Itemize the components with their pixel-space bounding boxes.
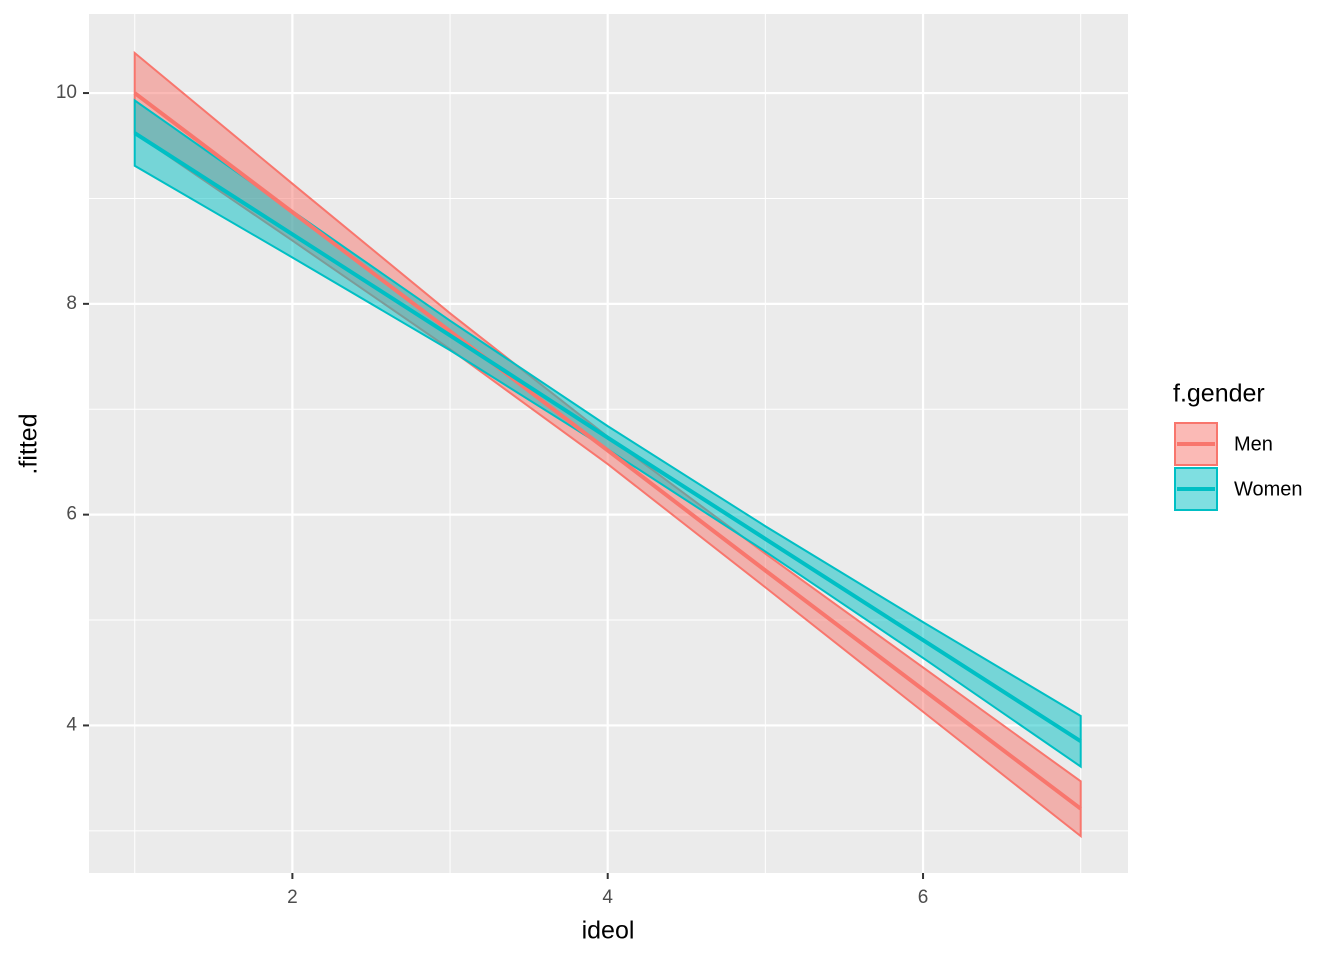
y-axis-title: .fitted: [15, 413, 43, 474]
x-tick-label: 6: [918, 887, 929, 908]
y-tick-label: 10: [56, 82, 77, 103]
y-tick-label: 8: [66, 293, 77, 314]
marks: [133, 50, 1082, 839]
y-tick-label: 4: [66, 714, 77, 735]
legend-label: Women: [1234, 478, 1303, 500]
x-tick-label: 2: [287, 887, 298, 908]
legend-title: f.gender: [1173, 380, 1265, 408]
fit-line: [133, 91, 1082, 811]
y-tick-label: 6: [66, 504, 77, 525]
x-axis-title: ideol: [582, 917, 635, 945]
fit-line: [133, 131, 1082, 743]
ribbon: [133, 98, 1082, 769]
legend-label: Men: [1234, 433, 1273, 455]
x-tick-label: 4: [602, 887, 613, 908]
